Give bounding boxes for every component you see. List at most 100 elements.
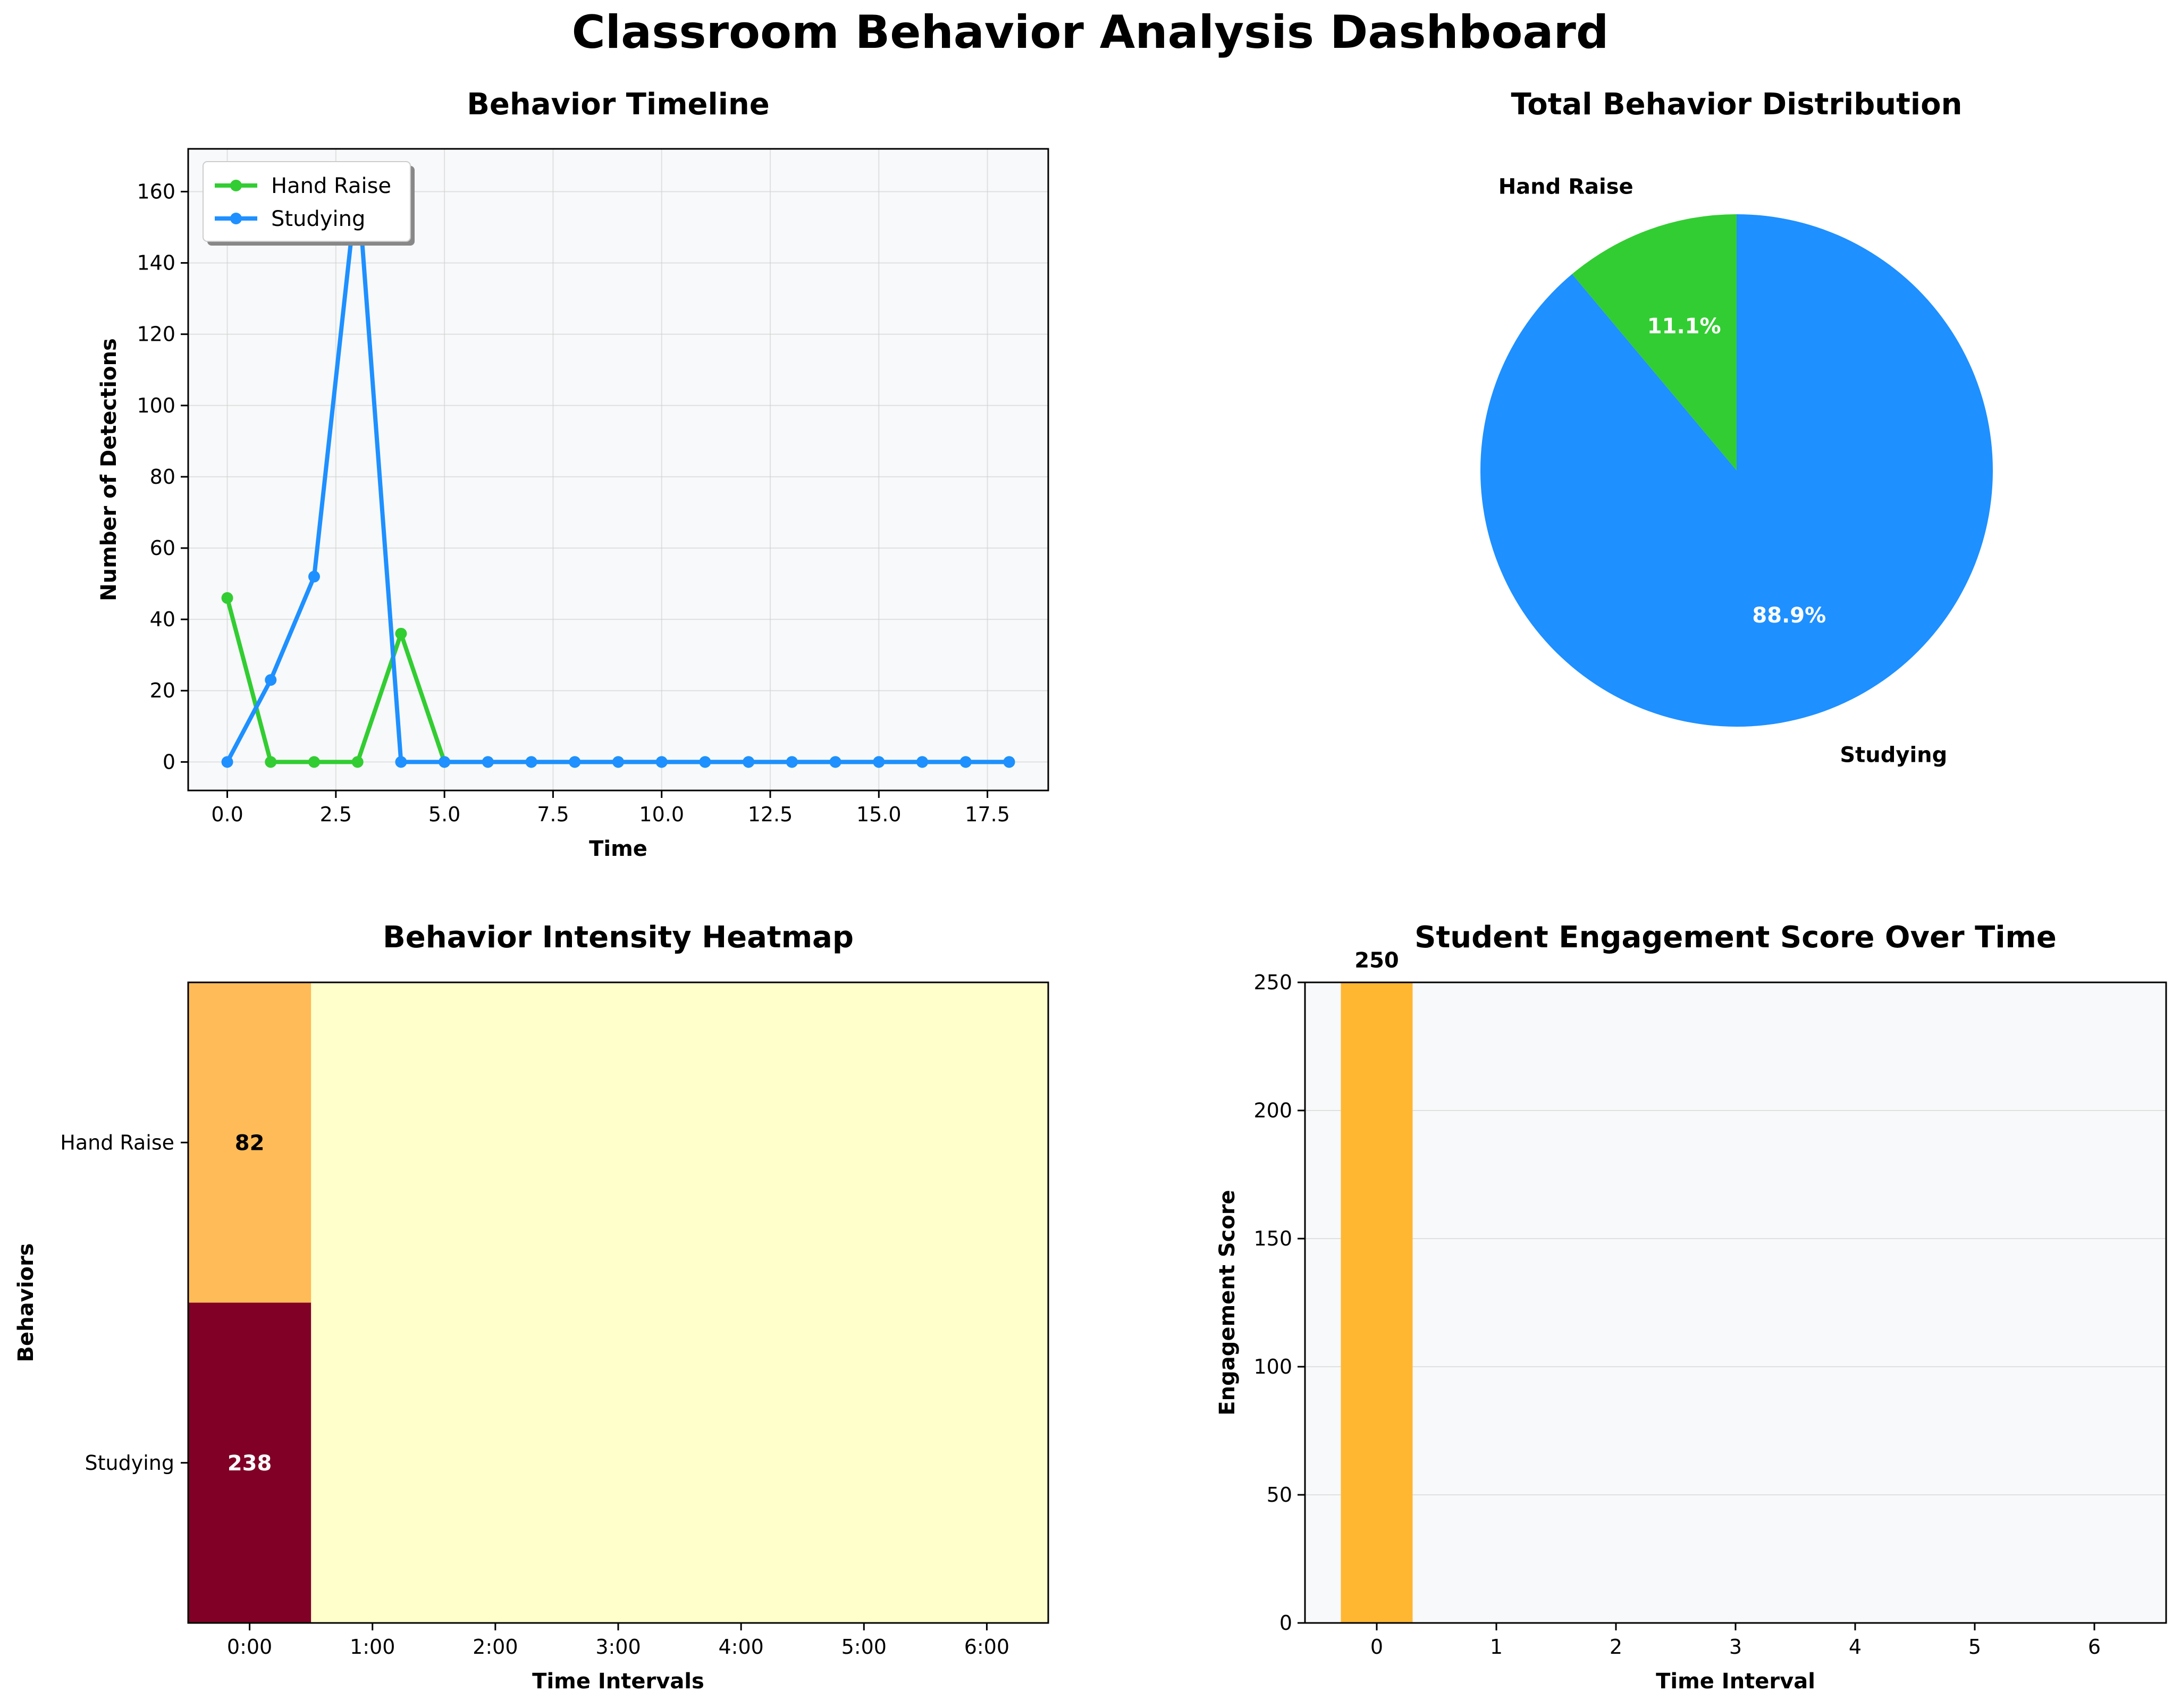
heatmap-cell bbox=[311, 1302, 434, 1623]
engagement-panel: 0 50 100 150 200 250 0 1 2 3 4 5 6 250 Student Engagem… bbox=[1215, 920, 2167, 1694]
heatmap-cell bbox=[434, 1302, 557, 1623]
engagement-title: Student Engagement Score Over Time bbox=[1414, 920, 2057, 955]
timeline-point-hand-raise bbox=[221, 592, 233, 604]
timeline-point-studying bbox=[873, 756, 885, 768]
timeline-point-studying bbox=[265, 674, 277, 686]
timeline-ytick-label: 140 bbox=[137, 251, 175, 275]
heatmap-col-label: 2:00 bbox=[473, 1635, 518, 1659]
engagement-ytick-label: 100 bbox=[1253, 1355, 1292, 1378]
timeline-point-studying bbox=[482, 756, 494, 768]
timeline-ytick-label: 100 bbox=[137, 394, 175, 417]
engagement-ytick-label: 250 bbox=[1253, 971, 1292, 994]
heatmap-cell bbox=[311, 982, 434, 1303]
timeline-xtick-label: 12.5 bbox=[748, 803, 793, 826]
timeline-legend-marker bbox=[230, 213, 242, 224]
timeline-point-studying bbox=[525, 756, 537, 768]
dashboard-title: Classroom Behavior Analysis Dashboard bbox=[572, 6, 1609, 59]
timeline-point-studying bbox=[308, 570, 320, 583]
heatmap-row-label: Studying bbox=[85, 1451, 174, 1475]
timeline-point-studying bbox=[829, 756, 841, 768]
timeline-ytick-label: 60 bbox=[150, 536, 175, 560]
heatmap-col-label: 5:00 bbox=[841, 1635, 887, 1659]
timeline-frame bbox=[187, 148, 1049, 792]
timeline-point-studying bbox=[699, 756, 711, 768]
timeline-xtick-label: 5.0 bbox=[428, 803, 460, 826]
engagement-xtick-label: 4 bbox=[1849, 1635, 1862, 1659]
engagement-ytick-label: 200 bbox=[1253, 1099, 1292, 1122]
engagement-frame bbox=[1304, 981, 2167, 1624]
timeline-ytick-label: 0 bbox=[163, 750, 175, 773]
heatmap-cell bbox=[802, 1302, 926, 1623]
engagement-xtick-label: 1 bbox=[1490, 1635, 1503, 1659]
engagement-ytick-label: 0 bbox=[1279, 1611, 1292, 1635]
engagement-ylabel: Engagement Score bbox=[1215, 1190, 1240, 1415]
timeline-plot-area bbox=[188, 149, 1048, 790]
pie-label-hand-raise: Hand Raise bbox=[1498, 174, 1633, 199]
timeline-title: Behavior Timeline bbox=[467, 87, 770, 122]
heatmap-col-label: 1:00 bbox=[350, 1635, 395, 1659]
pie-pct-studying: 88.9% bbox=[1752, 603, 1826, 628]
engagement-bar bbox=[1341, 982, 1413, 1623]
heatmap-row-label: Hand Raise bbox=[60, 1131, 174, 1154]
pie-label-studying: Studying bbox=[1840, 743, 1947, 768]
engagement-ytick-label: 150 bbox=[1253, 1227, 1292, 1250]
timeline-xtick-label: 17.5 bbox=[965, 803, 1010, 826]
engagement-xtick-label: 5 bbox=[1968, 1635, 1981, 1659]
timeline-point-studying bbox=[221, 756, 233, 768]
timeline-ytick-label: 20 bbox=[150, 679, 175, 702]
timeline-xlabel: Time bbox=[589, 837, 647, 861]
timeline-point-studying bbox=[743, 756, 755, 768]
heatmap-cell bbox=[802, 982, 926, 1303]
timeline-xtick-label: 7.5 bbox=[537, 803, 569, 826]
timeline-point-hand-raise bbox=[265, 756, 277, 768]
timeline-legend-label: Hand Raise bbox=[271, 174, 391, 198]
heatmap-cell bbox=[925, 982, 1049, 1303]
heatmap-xlabel: Time Intervals bbox=[532, 1669, 704, 1694]
engagement-xtick-label: 0 bbox=[1370, 1635, 1383, 1659]
heatmap-col-label: 6:00 bbox=[964, 1635, 1009, 1659]
pie-pct-hand-raise: 11.1% bbox=[1647, 314, 1721, 339]
timeline-point-studying bbox=[655, 756, 668, 768]
engagement-ytick-label: 50 bbox=[1267, 1483, 1292, 1507]
distribution-title: Total Behavior Distribution bbox=[1511, 87, 1963, 122]
timeline-xtick-label: 15.0 bbox=[856, 803, 902, 826]
heatmap-cell bbox=[188, 1302, 311, 1623]
heatmap-cell bbox=[557, 982, 680, 1303]
heatmap-cell bbox=[679, 982, 803, 1303]
timeline-point-studying bbox=[612, 756, 624, 768]
timeline-legend-marker bbox=[230, 180, 242, 191]
engagement-xtick-label: 6 bbox=[2088, 1635, 2101, 1659]
timeline-point-studying bbox=[1003, 756, 1015, 768]
timeline-ytick-label: 80 bbox=[150, 465, 175, 489]
timeline-point-studying bbox=[569, 756, 581, 768]
heatmap-cell bbox=[925, 1302, 1049, 1623]
timeline-legend-box bbox=[203, 161, 411, 242]
timeline-xtick-label: 10.0 bbox=[639, 803, 684, 826]
heatmap-title: Behavior Intensity Heatmap bbox=[383, 920, 854, 955]
timeline-point-studying bbox=[959, 756, 972, 768]
timeline-point-studying bbox=[395, 756, 407, 768]
heatmap-cell-label: 82 bbox=[235, 1131, 265, 1155]
timeline-point-studying bbox=[916, 756, 929, 768]
timeline-point-hand-raise bbox=[351, 756, 364, 768]
timeline-ytick-label: 160 bbox=[137, 180, 175, 203]
timeline-ylabel: Number of Detections bbox=[97, 338, 121, 601]
pie-slice-studying bbox=[1480, 214, 1993, 727]
timeline-ytick-label: 120 bbox=[137, 323, 175, 346]
heatmap-cell-label: 238 bbox=[228, 1451, 272, 1476]
timeline-point-hand-raise bbox=[395, 627, 407, 640]
engagement-xtick-label: 2 bbox=[1610, 1635, 1622, 1659]
heatmap-ylabel: Behaviors bbox=[14, 1243, 38, 1362]
heatmap-col-label: 4:00 bbox=[718, 1635, 763, 1659]
timeline-point-studying bbox=[786, 756, 798, 768]
heatmap-cell bbox=[557, 1302, 680, 1623]
distribution-panel: Hand Raise 11.1% Studying 88.9% Total Behavi… bbox=[1480, 87, 1993, 768]
timeline-point-studying bbox=[439, 756, 451, 768]
heatmap-cell bbox=[188, 982, 311, 1303]
timeline-xtick-label: 0.0 bbox=[211, 803, 243, 826]
heatmap-frame bbox=[187, 981, 1049, 1624]
pie-slice-hand-raise bbox=[1572, 214, 1737, 470]
heatmap-panel: 82 Hand Raise 238 Studying 0:00 1:00 2:00 3:00 4… bbox=[14, 920, 1049, 1694]
timeline-point-hand-raise bbox=[308, 756, 320, 768]
